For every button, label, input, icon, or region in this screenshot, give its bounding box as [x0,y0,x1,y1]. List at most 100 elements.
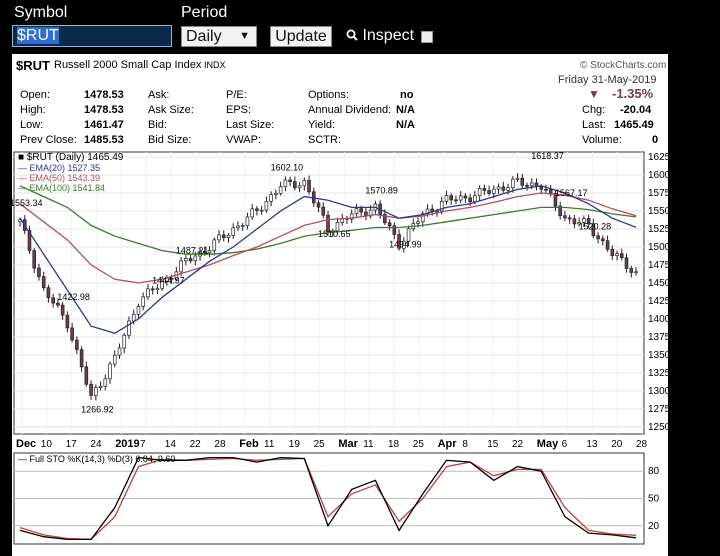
candle-body [383,213,387,224]
sto-axis-label: 80 [648,466,660,477]
candle-body [416,221,420,224]
symbol-label: Symbol [14,4,68,21]
candle-body [307,180,311,193]
price-annotation: 1487.21 [176,245,209,255]
quote-low-value: 1461.47 [84,119,124,131]
candle-body [435,210,439,213]
candle-body [454,199,458,202]
quote-sctr-label: SCTR: [308,134,341,146]
candle-body [217,234,221,241]
symbol-input[interactable]: $RUT [12,25,172,47]
ema50-line [19,192,637,284]
quote-chg-label: Chg: [582,104,606,116]
price-axis-label: 1250 [648,422,668,433]
candle-body [572,218,577,225]
legend-ema50: — EMA(50) 1543.39 [18,173,100,183]
date-axis-label: 18 [388,439,400,450]
inspect-toggle[interactable]: Inspect [346,27,414,45]
candle-body [539,186,544,190]
period-label: Period [181,4,228,21]
candle-body [302,180,307,187]
candle-body [236,225,240,229]
candle-body [501,186,506,191]
candle-body [207,250,212,254]
date-axis-label: 14 [165,439,177,450]
candle-body [444,195,449,202]
candle-body [634,271,638,274]
quote-options-label: Options: [308,89,349,101]
candle-body [335,222,340,232]
down-arrow-icon: ▼ [588,87,600,101]
quote-ask-label: Ask: [148,89,170,101]
candle-body [240,225,245,227]
quote-volume-value: 0 [652,134,659,146]
candle-body [131,313,136,322]
candle-body [558,205,562,217]
price-axis-label: 1325 [648,368,668,379]
chart-symbol: $RUT [16,58,50,73]
sto-axis-label: 50 [648,494,660,505]
candle-body [326,214,330,232]
candle-body [46,287,51,299]
price-axis-label: 1275 [648,404,668,415]
candle-body [487,190,491,194]
candle-body [511,178,515,189]
candle-body [269,194,273,202]
quote-low-label: Low: [20,119,44,131]
candle-body [231,227,236,236]
symbol-input-value: $RUT [17,27,59,44]
candle-body [160,280,164,289]
candle-body [155,287,160,290]
quote-dividend-label: Annual Dividend: [308,104,392,116]
date-axis-label: Feb [239,438,259,450]
price-annotation: 1510.65 [318,229,351,239]
candle-body [98,385,103,388]
price-axis-label: 1350 [648,350,668,361]
inspect-checkbox[interactable] [421,31,433,43]
candle-body [188,258,193,262]
candle-body [264,201,269,211]
period-select[interactable]: Daily ▼ [181,26,257,47]
date-axis-label: 20 [611,439,623,450]
candle-body [605,240,610,250]
date-axis-label: 25 [314,439,326,450]
candle-body [387,222,392,227]
stock-chart[interactable]: $RUT Russell 2000 Small Cap Index INDX ©… [12,54,668,556]
price-annotation: 1444.97 [152,276,185,286]
candle-body [321,206,326,216]
candle-body [169,277,174,280]
candle-body [27,230,32,251]
quote-high-label: High: [20,104,46,116]
candle-body [136,306,141,315]
candle-body [610,248,615,256]
quote-bidsize-label: Bid Size: [148,134,192,146]
candle-body [402,240,406,249]
date-axis-label: 28 [636,439,648,450]
candle-body [212,239,217,251]
candle-body [392,225,397,235]
legend-ema100: — EMA(100) 1541.84 [18,183,105,193]
price-axis-label: 1525 [648,224,668,235]
candle-body [122,334,127,349]
candle-body [75,339,79,350]
quote-options-value: no [400,89,414,101]
candle-body [293,181,297,189]
candle-body [449,195,453,201]
quote-eps-label: EPS: [226,104,252,116]
date-axis-label: 24 [90,439,102,450]
chevron-down-icon: ▼ [239,30,250,42]
candle-body [127,320,131,336]
update-button[interactable]: Update [270,26,332,47]
date-axis-label: 13 [586,439,598,450]
date-axis-label: 25 [413,439,425,450]
candle-body [492,188,496,194]
date-axis-label: 15 [487,439,499,450]
candle-body [32,250,37,269]
quote-asksize-label: Ask Size: [148,104,194,116]
candle-body [70,327,74,341]
candle-body [506,187,510,191]
candle-body [245,216,250,226]
date-axis-label: 2019 [115,438,139,450]
date-axis-label: 19 [289,439,301,450]
chart-canvas[interactable]: 1625160015751550152515001475145014251400… [12,54,668,556]
